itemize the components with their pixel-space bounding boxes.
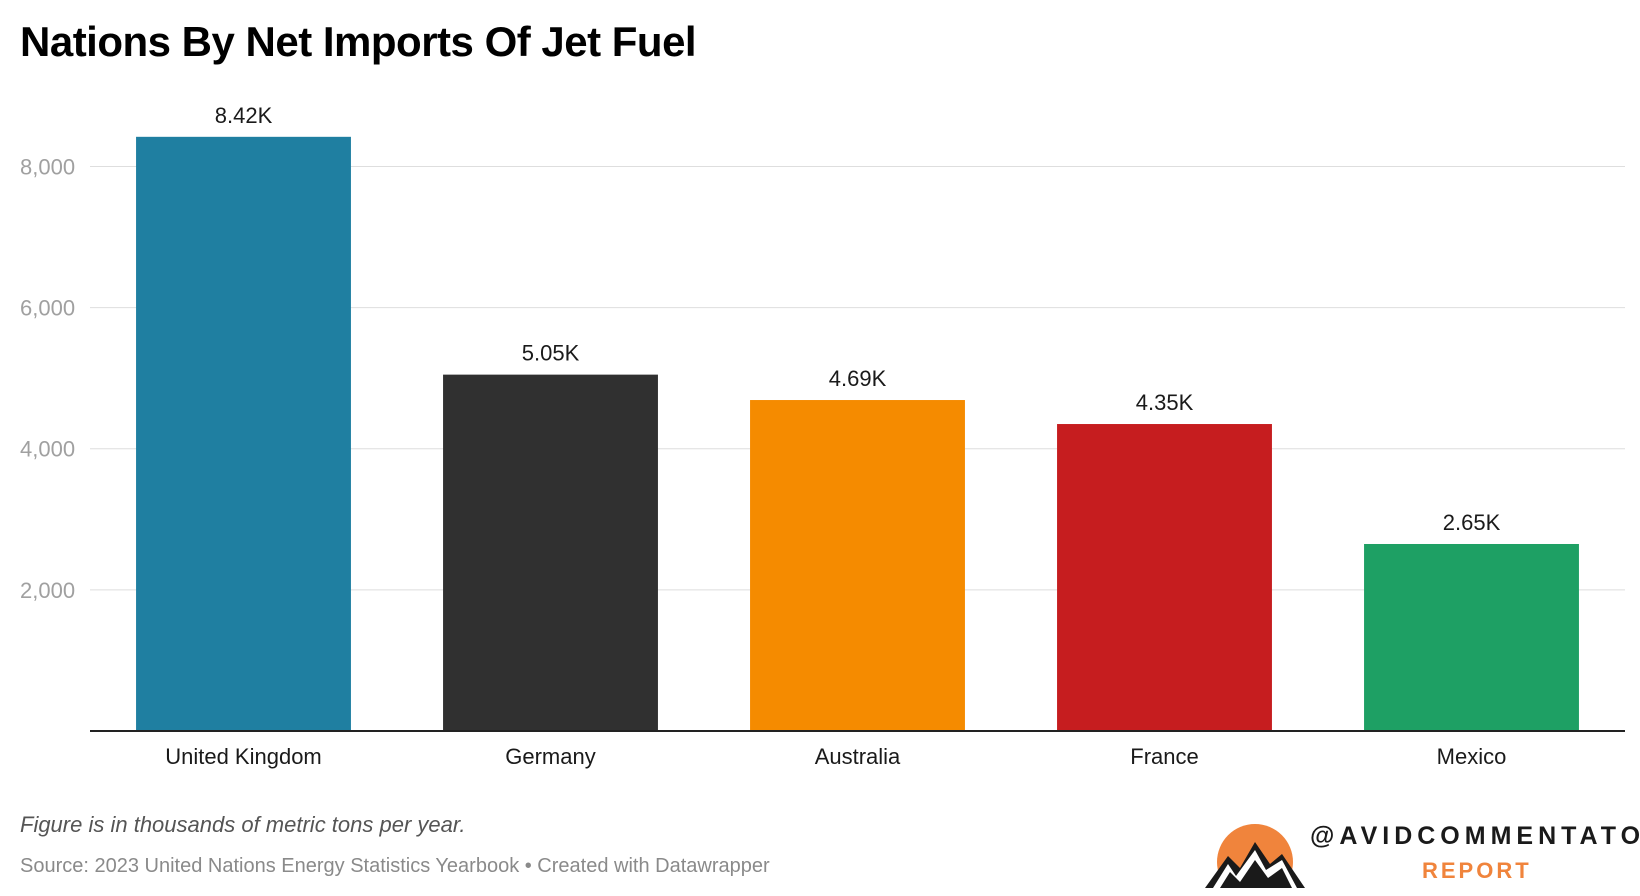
y-tick-label: 8,000 [20, 154, 75, 179]
bar [1057, 424, 1272, 731]
y-tick-label: 2,000 [20, 578, 75, 603]
brand-handle: @AVIDCOMMENTATOR [1310, 822, 1640, 850]
x-tick-label: Australia [815, 744, 901, 769]
bar-chart: 2,000 4,000 6,000 8,000 8.42K United Kingdom 5… [20, 103, 1625, 769]
brand-report: REPORT [1422, 858, 1532, 883]
bar [1364, 543, 1579, 731]
bar-value-label: 5.05K [522, 341, 580, 366]
x-tick-label: Mexico [1437, 744, 1507, 769]
bar [750, 400, 965, 731]
mountain-sun-logo-icon [1200, 824, 1310, 890]
bar [443, 374, 658, 731]
chart-source: Source: 2023 United Nations Energy Stati… [20, 855, 770, 877]
y-tick-label: 6,000 [20, 296, 75, 321]
chart-title: Nations By Net Imports Of Jet Fuel [20, 18, 697, 65]
x-tick-label: Germany [505, 744, 595, 769]
bar-value-label: 2.65K [1443, 510, 1501, 535]
bar [136, 136, 351, 731]
bar-value-label: 8.42K [215, 103, 273, 128]
bar-value-label: 4.35K [1136, 390, 1194, 415]
y-tick-label: 4,000 [20, 437, 75, 462]
chart-note: Figure is in thousands of metric tons pe… [20, 812, 466, 837]
x-tick-label: United Kingdom [165, 744, 322, 769]
bar-value-label: 4.69K [829, 366, 887, 391]
x-tick-label: France [1130, 744, 1198, 769]
